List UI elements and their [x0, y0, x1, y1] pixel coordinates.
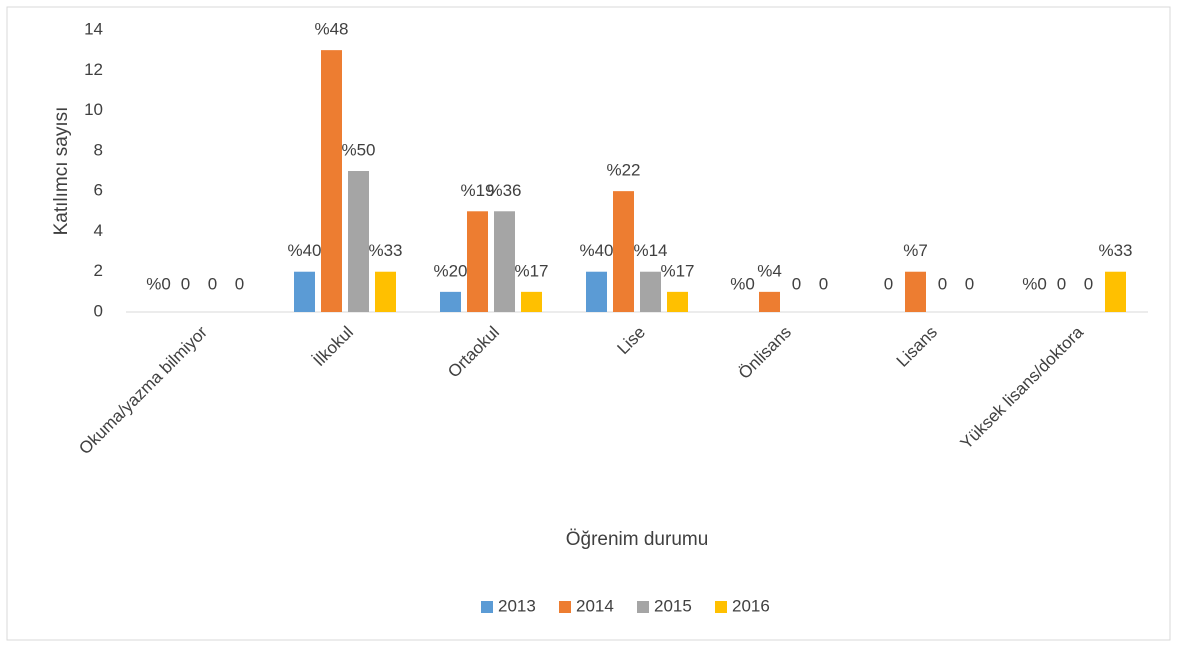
data-label: 0	[884, 274, 893, 293]
y-tick-label: 10	[84, 100, 103, 119]
data-label: %20	[433, 261, 467, 280]
data-label: %19	[460, 181, 494, 200]
data-label: %33	[1098, 241, 1132, 260]
legend-label: 2016	[732, 596, 770, 615]
data-label: 0	[938, 274, 947, 293]
bar	[467, 211, 488, 312]
data-label: %50	[341, 140, 375, 159]
y-axis-label: Katılımcı sayısı	[51, 107, 72, 236]
data-label: 0	[208, 274, 217, 293]
y-tick-label: 2	[94, 261, 103, 280]
legend-label: 2014	[576, 596, 614, 615]
bar	[375, 271, 396, 312]
data-label: %17	[514, 261, 548, 280]
bar	[348, 171, 369, 312]
data-label: %36	[487, 181, 521, 200]
x-axis-label: Öğrenim durumu	[566, 529, 709, 550]
y-tick-label: 14	[84, 19, 103, 38]
bar	[1105, 271, 1126, 312]
data-label: %7	[903, 241, 928, 260]
data-label: 0	[792, 274, 801, 293]
y-tick-label: 0	[94, 301, 103, 320]
data-label: %0	[146, 274, 171, 293]
bar	[494, 211, 515, 312]
data-label: %14	[633, 241, 667, 260]
data-label: 0	[819, 274, 828, 293]
data-label: %4	[757, 261, 782, 280]
y-tick-label: 4	[94, 221, 103, 240]
data-label: 0	[1084, 274, 1093, 293]
data-label: 0	[965, 274, 974, 293]
legend-swatch	[481, 601, 493, 613]
data-label: %33	[368, 241, 402, 260]
bar	[321, 50, 342, 313]
legend-label: 2013	[498, 596, 536, 615]
bar	[613, 191, 634, 312]
legend-label: 2015	[654, 596, 692, 615]
bar	[294, 271, 315, 312]
chart-border	[6, 6, 1171, 641]
y-tick-label: 8	[94, 140, 103, 159]
data-label: %40	[579, 241, 613, 260]
bar	[640, 271, 661, 312]
y-tick-label: 6	[94, 181, 103, 200]
legend-swatch	[637, 601, 649, 613]
data-label: %0	[1022, 274, 1047, 293]
bar	[521, 291, 542, 312]
bar	[586, 271, 607, 312]
data-label: 0	[1057, 274, 1066, 293]
data-label: %40	[287, 241, 321, 260]
bar	[667, 291, 688, 312]
legend-swatch	[559, 601, 571, 613]
bar	[759, 291, 780, 312]
data-label: %0	[730, 274, 755, 293]
legend-swatch	[715, 601, 727, 613]
data-label: %17	[660, 261, 694, 280]
bar	[905, 271, 926, 312]
data-label: %22	[606, 161, 640, 180]
data-label: %48	[314, 20, 348, 39]
data-label: 0	[235, 274, 244, 293]
bar	[440, 291, 461, 312]
data-label: 0	[181, 274, 190, 293]
y-tick-label: 12	[84, 60, 103, 79]
